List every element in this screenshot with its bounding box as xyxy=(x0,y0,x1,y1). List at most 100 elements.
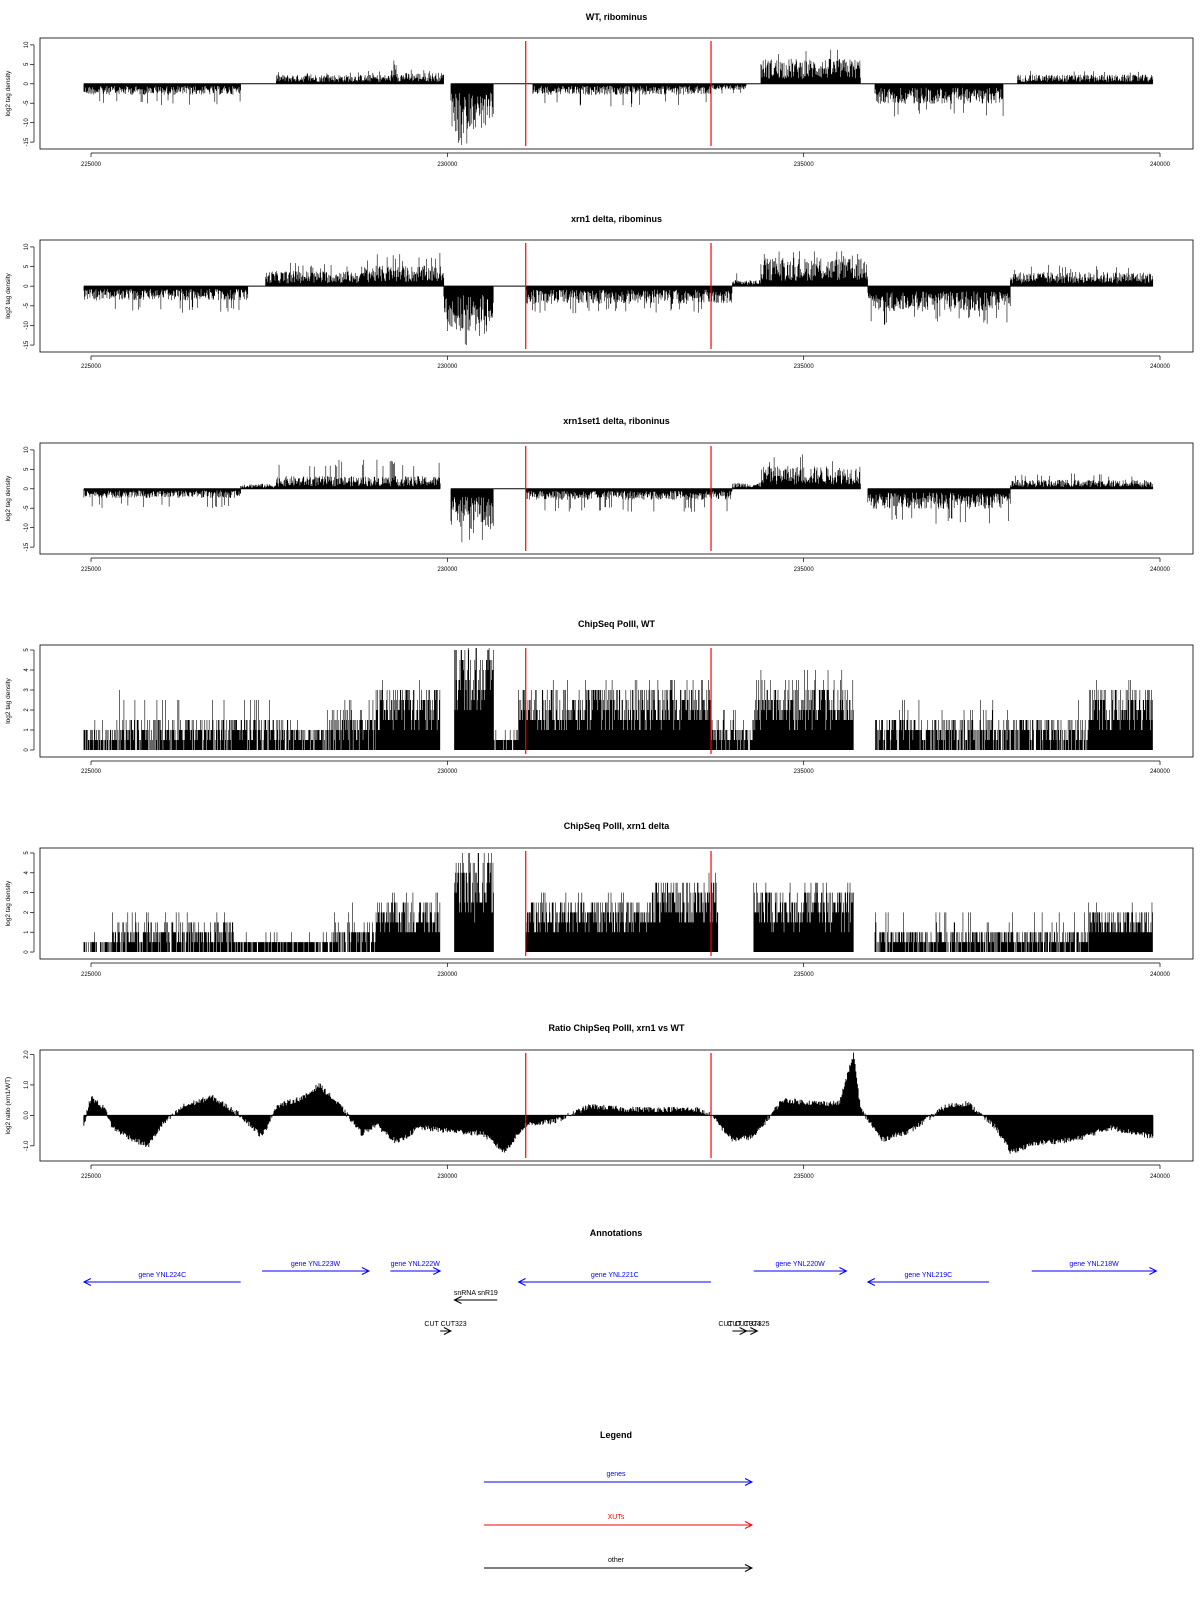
data-bars xyxy=(1010,264,1154,287)
data-bars xyxy=(265,262,362,287)
x-tick-label: 240000 xyxy=(1150,1174,1171,1180)
legend-item: XUTs xyxy=(484,1514,754,1529)
legend-panel: Legend genes XUTs other xyxy=(484,1430,754,1572)
y-tick-label: 5 xyxy=(24,648,30,652)
y-tick-label: -10 xyxy=(24,118,30,127)
data-bars xyxy=(867,488,1011,524)
legend-label: genes xyxy=(606,1471,626,1478)
x-tick-label: 230000 xyxy=(437,972,458,978)
annotations-title: Annotations xyxy=(590,1228,643,1238)
chart-title: xrn1 delta, ribominus xyxy=(571,214,662,224)
data-bars xyxy=(393,60,398,84)
chart-panel: ChipSeq PolII, xrn1 delta 0 1 2 3 4 5 log2 tag … xyxy=(5,821,1194,978)
data-bars xyxy=(874,912,1089,953)
legend-arrow-head xyxy=(744,1521,754,1529)
x-tick-label: 240000 xyxy=(1150,567,1171,573)
annotation-arrow-head xyxy=(839,1267,848,1275)
data-bars xyxy=(450,83,494,145)
data-bars xyxy=(753,670,854,750)
data-bars xyxy=(83,83,241,106)
annotation-arrow-head xyxy=(361,1267,371,1275)
y-tick-label: 4 xyxy=(24,870,30,874)
data-bars xyxy=(1017,70,1154,84)
chart-title: ChipSeq PolII, WT xyxy=(578,619,655,629)
y-tick-label: 0 xyxy=(24,748,30,752)
data-bars xyxy=(240,483,277,489)
y-tick-label: -5 xyxy=(24,505,30,511)
annotation-label: gene YNL224C xyxy=(138,1272,186,1279)
y-tick-label: 10 xyxy=(24,446,30,453)
data-bars xyxy=(493,730,519,750)
y-tick-label: 1 xyxy=(24,930,30,934)
y-tick-label: 2.0 xyxy=(24,1050,30,1059)
y-tick-label: 0 xyxy=(24,950,30,954)
data-bars xyxy=(397,69,444,84)
data-bars xyxy=(760,49,861,84)
annotation-label: gene YNL220W xyxy=(775,1261,825,1268)
y-axis-label: log2 tag density xyxy=(5,272,12,318)
y-tick-label: 5 xyxy=(24,851,30,855)
legend-title: Legend xyxy=(600,1430,632,1440)
x-tick-label: 225000 xyxy=(81,769,102,775)
annotation-feature: gene YNL223W xyxy=(262,1261,371,1275)
plot-frame xyxy=(39,239,1194,353)
data-bars xyxy=(753,882,854,953)
data-bars xyxy=(653,872,719,953)
legend-label: XUTs xyxy=(608,1514,625,1521)
data-bars xyxy=(375,892,441,953)
y-tick-label: 1.0 xyxy=(24,1080,30,1089)
annotations-panel: Annotations gene YNL224C gene YNL223W gene … xyxy=(82,1228,1158,1335)
y-tick-label: -10 xyxy=(24,320,30,329)
data-bars xyxy=(83,932,112,953)
data-bars xyxy=(867,286,1011,325)
x-tick-label: 235000 xyxy=(794,769,815,775)
data-bars xyxy=(710,83,747,94)
data-bars xyxy=(233,932,334,953)
y-axis-label: log2 ratio (xrn1/WT) xyxy=(5,1077,12,1134)
legend-arrow-head xyxy=(744,1478,754,1486)
y-tick-label: 0.0 xyxy=(24,1111,30,1120)
data-bars xyxy=(875,700,990,750)
data-bars xyxy=(525,488,733,512)
data-bars xyxy=(83,720,120,750)
y-tick-label: 5 xyxy=(24,62,30,66)
x-tick-label: 240000 xyxy=(1150,162,1171,168)
annotation-label: CUT CUT323 xyxy=(424,1321,466,1328)
annotation-feature: gene YNL221C xyxy=(517,1272,712,1286)
annotation-label: gene YNL219C xyxy=(905,1272,953,1279)
annotation-label: gene YNL218W xyxy=(1069,1261,1119,1268)
y-tick-label: 3 xyxy=(24,688,30,692)
annotation-label: gene YNL221C xyxy=(591,1272,639,1279)
ratio-area xyxy=(83,1052,1154,1154)
legend-arrow-head xyxy=(744,1564,754,1572)
data-bars xyxy=(1010,473,1154,489)
x-tick-label: 230000 xyxy=(437,1174,458,1180)
annotation-label: gene YNL222W xyxy=(391,1261,441,1268)
annotation-feature: CUT CUT325 xyxy=(727,1321,770,1335)
y-tick-label: 10 xyxy=(24,41,30,48)
x-tick-label: 225000 xyxy=(81,972,102,978)
x-tick-label: 225000 xyxy=(81,567,102,573)
annotation-feature: gene YNL222W xyxy=(390,1261,442,1275)
data-bars xyxy=(275,72,362,84)
x-tick-label: 235000 xyxy=(794,1174,815,1180)
data-bars xyxy=(732,482,761,489)
y-tick-label: -10 xyxy=(24,523,30,532)
data-bars xyxy=(525,286,733,314)
y-tick-label: 10 xyxy=(24,243,30,250)
annotation-label: CUT CUT325 xyxy=(727,1321,769,1328)
data-bars xyxy=(119,690,291,750)
y-tick-label: 2 xyxy=(24,708,30,712)
chart-panel: xrn1 delta, ribominus 10 5 0 -5 -10 -15 log2 ta… xyxy=(5,214,1194,370)
plot-frame xyxy=(39,847,1194,960)
x-tick-label: 225000 xyxy=(81,162,102,168)
chart-title: ChipSeq PolII, xrn1 delta xyxy=(564,821,671,831)
data-bars xyxy=(988,700,1089,750)
data-bars xyxy=(653,680,711,750)
x-tick-label: 235000 xyxy=(794,162,815,168)
x-tick-label: 225000 xyxy=(81,364,102,370)
x-tick-label: 235000 xyxy=(794,567,815,573)
y-axis-label: log2 tag density xyxy=(5,70,12,116)
data-bars xyxy=(326,700,376,750)
